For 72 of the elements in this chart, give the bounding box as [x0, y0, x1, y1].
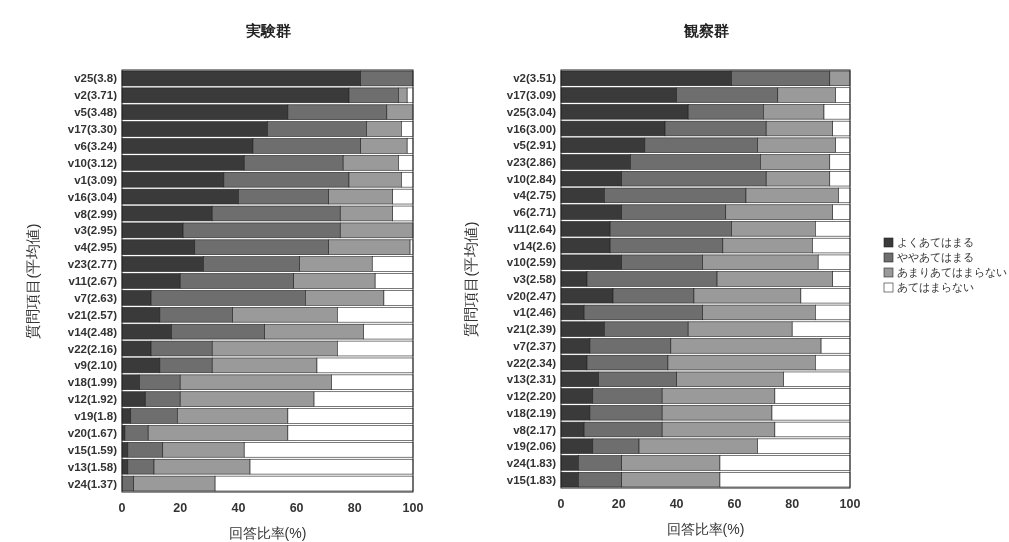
y-tick-label: v8(2.99) — [74, 207, 118, 220]
y-tick-label: v10(2.59) — [506, 256, 557, 269]
y-tick-label: v8(2.17) — [513, 423, 557, 436]
y-tick-label: v6(3.24) — [74, 139, 118, 152]
y-tick-label: v22(2.16) — [67, 342, 118, 355]
y-tick-label: v13(1.58) — [67, 460, 118, 473]
y-tick-label: v13(2.31) — [506, 373, 557, 386]
y-tick-label: v22(2.34) — [506, 356, 557, 369]
y-tick-label: v20(1.67) — [67, 426, 118, 439]
y-tick-label: v5(2.91) — [513, 139, 557, 152]
y-axis-title: 質問項目(平均値) — [462, 221, 479, 337]
y-tick-label: v3(2.58) — [513, 273, 557, 286]
y-tick-label: v21(2.57) — [67, 308, 118, 321]
x-tick-label: 40 — [231, 501, 246, 515]
x-tick-label: 60 — [289, 501, 304, 515]
y-tick-label: v19(1.8) — [74, 410, 118, 423]
y-tick-label: v14(2.48) — [67, 325, 118, 338]
y-tick-label: v17(3.09) — [506, 89, 557, 102]
x-tick-label: 80 — [785, 497, 800, 511]
y-tick-label: v24(1.83) — [506, 456, 557, 469]
x-tick-label: 60 — [727, 497, 742, 511]
x-tick-label: 0 — [118, 501, 126, 515]
y-tick-label: v2(3.71) — [74, 89, 118, 102]
y-axis-title: 質問項目(平均値) — [24, 223, 41, 339]
y-tick-label: v15(1.83) — [506, 473, 557, 486]
y-tick-label: v23(2.86) — [506, 155, 557, 168]
y-tick-label: v11(2.67) — [68, 275, 118, 288]
y-tick-label: v6(2.71) — [513, 206, 557, 219]
y-tick-label: v1(3.09) — [74, 173, 118, 186]
y-tick-label: v10(2.84) — [506, 172, 557, 185]
x-tick-label: 20 — [173, 501, 188, 515]
y-tick-label: v18(2.19) — [506, 406, 557, 419]
y-tick-label: v23(2.77) — [67, 258, 118, 271]
y-tick-label: v3(2.95) — [74, 224, 118, 237]
legend-label: あまりあてはまらない — [897, 266, 1007, 278]
legend-label: ややあてはまる — [897, 251, 974, 263]
x-tick-label: 80 — [347, 501, 362, 515]
x-tick-label: 100 — [839, 497, 861, 511]
y-tick-label: v9(2.10) — [74, 359, 118, 372]
chart-title: 観察群 — [682, 22, 729, 39]
x-tick-label: 20 — [611, 497, 626, 511]
legend-label: あてはまらない — [897, 281, 974, 293]
y-tick-label: v17(3.30) — [67, 123, 118, 136]
x-axis-title: 回答比率(%) — [666, 521, 745, 537]
y-tick-label: v16(3.00) — [506, 122, 557, 135]
y-tick-label: v4(2.95) — [74, 241, 118, 254]
y-tick-label: v16(3.04) — [67, 190, 118, 203]
y-tick-label: v25(3.04) — [506, 105, 557, 118]
y-tick-label: v1(2.46) — [513, 306, 557, 319]
y-tick-label: v2(3.51) — [513, 72, 557, 85]
x-tick-label: 0 — [557, 497, 565, 511]
y-tick-label: v20(2.47) — [506, 289, 557, 302]
x-tick-label: 40 — [669, 497, 684, 511]
y-tick-label: v7(2.63) — [74, 291, 118, 304]
y-tick-label: v25(3.8) — [74, 72, 118, 85]
y-tick-label: v24(1.37) — [67, 477, 118, 490]
y-tick-label: v12(1.92) — [67, 393, 118, 406]
x-tick-label: 100 — [402, 501, 424, 515]
y-tick-label: v19(2.06) — [506, 440, 557, 453]
y-tick-label: v15(1.59) — [67, 443, 118, 456]
y-tick-label: v11(2.64) — [507, 222, 557, 235]
x-axis-title: 回答比率(%) — [228, 525, 307, 541]
legend-label: よくあてはまる — [897, 236, 974, 248]
y-tick-label: v12(2.20) — [506, 390, 557, 403]
y-tick-label: v10(3.12) — [67, 156, 118, 169]
y-tick-label: v14(2.6) — [513, 239, 557, 252]
y-tick-label: v4(2.75) — [513, 189, 557, 202]
y-tick-label: v18(1.99) — [67, 376, 118, 389]
y-tick-label: v5(3.48) — [74, 106, 118, 119]
chart-title: 実験群 — [244, 22, 291, 39]
y-tick-label: v21(2.39) — [506, 323, 557, 336]
y-tick-label: v7(2.37) — [513, 339, 557, 352]
